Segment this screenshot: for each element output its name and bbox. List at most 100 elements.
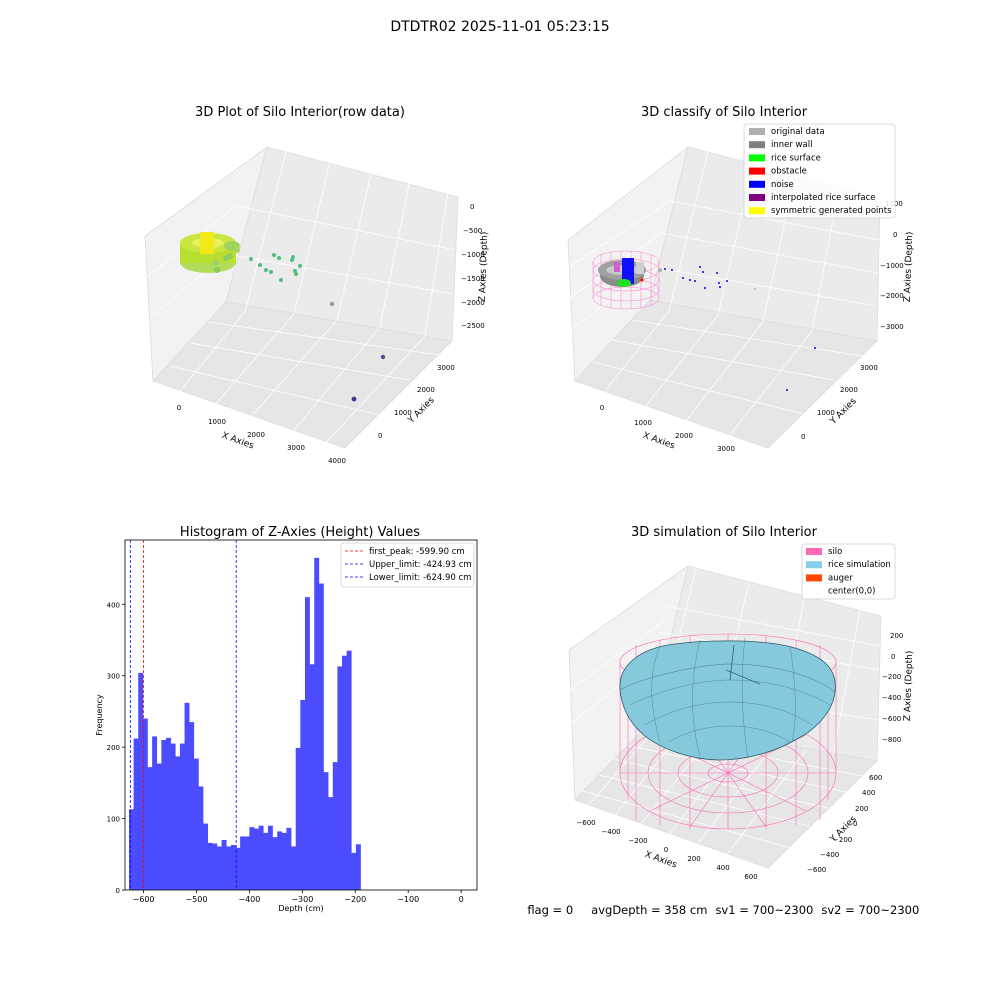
legend-label: inner wall: [771, 140, 812, 150]
simulation-xtick: 0: [664, 846, 668, 854]
legend-swatch: [749, 128, 765, 135]
raw-ztick: −2500: [461, 322, 485, 330]
simulation-xtick: 400: [716, 864, 729, 872]
simulation-xtick: −400: [601, 828, 620, 836]
legend-swatch: [806, 574, 822, 582]
simulation-floor-pane: [574, 720, 878, 869]
legend-swatch: [806, 587, 822, 595]
simulation-ztick: −800: [882, 736, 901, 744]
histogram-bar: [226, 846, 232, 890]
histogram-bar: [346, 650, 352, 890]
classify-ztick: −3000: [880, 323, 904, 331]
legend-label: interpolated rice surface: [771, 193, 876, 203]
histogram-bar: [207, 842, 213, 890]
histogram-x-tick-label: −400: [238, 895, 260, 904]
avg-depth-status: avgDepth = 358 cm: [591, 903, 708, 917]
simulation-ztick: 200: [890, 632, 903, 640]
histogram-bar: [291, 846, 297, 890]
simulation-ytick: −600: [807, 866, 826, 874]
classify-xtick: 2000: [675, 432, 693, 440]
classify-grid-lines: [568, 151, 880, 441]
raw-xtick: 4000: [328, 457, 346, 465]
simulation-ytick: 600: [869, 774, 882, 782]
simulation-xlabel: X Axies: [643, 850, 678, 871]
raw-data-3d-panel: 3D Plot of Silo Interior(row data): [144, 105, 490, 465]
simulation-ytick: 400: [862, 789, 875, 797]
raw-xtick: 0: [177, 404, 181, 412]
histogram-bar: [258, 825, 264, 890]
histogram-x-tick-label: −300: [291, 895, 313, 904]
histogram-bar: [355, 844, 361, 890]
simulation-ytick: −400: [820, 851, 839, 859]
raw-ztick: −1500: [461, 275, 485, 283]
legend-label: center(0,0): [828, 587, 876, 597]
legend-swatch: [749, 167, 765, 175]
histogram-legend-label: Upper_limit: -424.93 cm: [369, 560, 472, 570]
raw-axis-ticks: 0 1000 2000 3000 4000 0 1000 2000 3000 0…: [177, 203, 485, 465]
sv2-status: sv2 = 700~2300: [821, 903, 920, 917]
histogram-bar: [147, 767, 153, 890]
histogram-bar: [138, 672, 144, 890]
raw-zlabel: Z Axies (Depth): [478, 232, 490, 303]
classify-xlabel: X Axies: [641, 431, 676, 452]
histogram-bar: [152, 736, 158, 890]
histogram-bar: [323, 772, 329, 890]
raw-ztick: −500: [463, 227, 482, 235]
classify-ztick: −1000: [880, 262, 904, 270]
histogram-bar: [170, 743, 176, 890]
legend-swatch: [749, 207, 765, 215]
histogram-bar: [161, 740, 167, 890]
raw-ytick: 2000: [417, 386, 435, 394]
flag-status: flag = 0: [527, 903, 574, 917]
histogram-legend-label: Lower_limit: -624.90 cm: [369, 573, 471, 583]
simulation-axis-ticks: −600 −400 −200 0 200 400 600 −600 −400 −…: [576, 632, 903, 881]
legend-label: noise: [771, 180, 794, 190]
histogram-bar: [332, 762, 338, 890]
histogram-bar: [184, 702, 190, 890]
histogram-x-tick-label: −200: [344, 895, 366, 904]
simulation-xtick: 200: [687, 855, 700, 863]
simulation-ztick: −200: [882, 673, 901, 681]
raw-panel-title: 3D Plot of Silo Interior(row data): [195, 105, 405, 120]
simulation-ztick: −400: [882, 694, 901, 702]
histogram-bar: [309, 664, 315, 890]
raw-ztick: −2000: [461, 299, 485, 307]
histogram-y-tick-label: 0: [116, 887, 120, 895]
histogram-bar: [286, 827, 292, 890]
histogram-x-tick-label: −100: [397, 895, 419, 904]
histogram-bar: [198, 786, 204, 890]
histogram-bar: [342, 655, 347, 890]
simulation-xtick: −200: [628, 837, 647, 845]
simulation-xtick: 600: [744, 873, 757, 881]
histogram-bar: [156, 763, 162, 890]
histogram-bar: [244, 836, 250, 890]
histogram-bar: [277, 831, 283, 890]
simulation-xtick: −600: [576, 819, 595, 827]
classify-3d-panel: 3D classify of Silo Interior: [567, 105, 915, 453]
legend-label: silo: [828, 547, 842, 557]
histogram-x-tick-label: −600: [133, 895, 155, 904]
classify-floor-pane: [574, 299, 878, 449]
histogram-bar: [179, 743, 185, 890]
histogram-bar: [175, 756, 181, 890]
histogram-legend: first_peak: -599.90 cm Upper_limit: -424.…: [340, 542, 475, 588]
raw-xtick: 2000: [247, 431, 265, 439]
simulation-panel-title: 3D simulation of Silo Interior: [631, 525, 818, 540]
status-line: flag = 0 avgDepth = 358 cm sv1 = 700~2300 s…: [520, 889, 937, 917]
raw-ring-cluster: [180, 232, 240, 273]
simulation-ytick: 200: [855, 805, 868, 813]
simulation-3d-panel: 3D simulation of Silo Interior: [568, 525, 915, 881]
classify-point-cloud: [598, 258, 816, 391]
histogram-bar: [281, 832, 287, 890]
legend-label: rice simulation: [828, 560, 891, 570]
legend-swatch: [749, 194, 765, 201]
histogram-bar: [189, 722, 195, 890]
histogram-reference-lines: [129, 540, 237, 890]
histogram-x-tick-label: −500: [185, 895, 207, 904]
legend-swatch: [806, 561, 822, 569]
legend-label: original data: [771, 127, 825, 137]
histogram-bar: [328, 797, 334, 890]
raw-xtick: 1000: [208, 418, 226, 426]
histogram-bar: [142, 718, 148, 890]
